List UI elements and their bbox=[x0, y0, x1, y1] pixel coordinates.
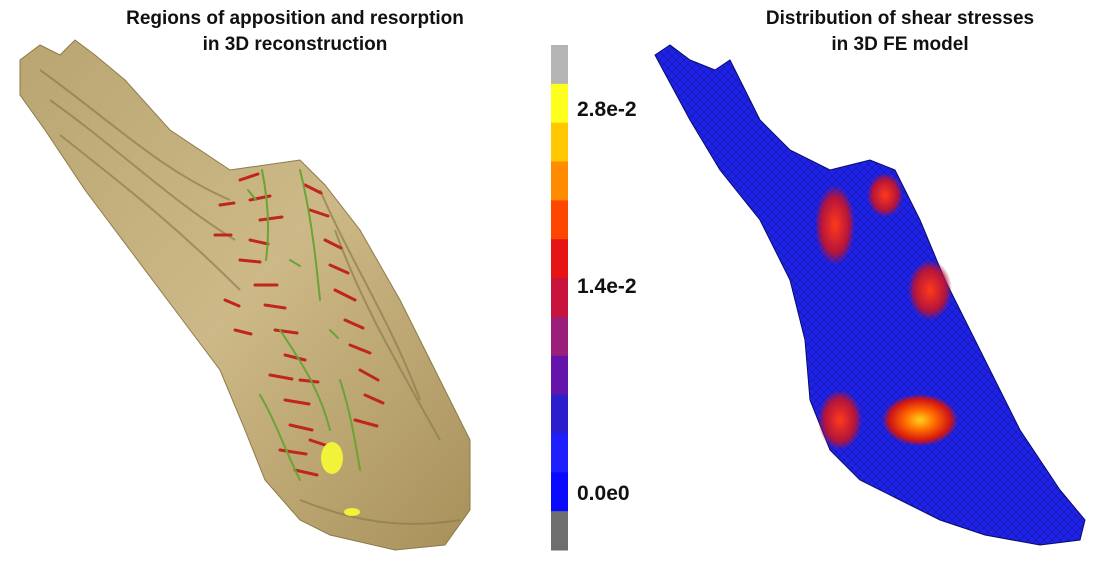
yellow-region-small bbox=[344, 508, 360, 516]
scale-segment bbox=[551, 316, 568, 357]
scale-segment bbox=[551, 433, 568, 473]
yellow-region bbox=[321, 442, 343, 474]
scale-segment bbox=[551, 511, 568, 551]
scale-label-min: 0.0e0 bbox=[577, 482, 630, 505]
apposition-marks bbox=[247, 169, 361, 481]
scale-segment bbox=[551, 45, 568, 85]
scale-segment bbox=[551, 239, 568, 279]
scale-segment bbox=[551, 278, 568, 318]
left-panel-title: Regions of apposition and resorption in … bbox=[126, 8, 464, 55]
scale-segment bbox=[551, 161, 568, 201]
bone-surface bbox=[19, 39, 471, 551]
scale-segment bbox=[551, 200, 568, 240]
scale-segment bbox=[551, 472, 568, 512]
scale-segment bbox=[551, 355, 568, 396]
scale-label-mid: 1.4e-2 bbox=[577, 275, 637, 298]
scale-segment bbox=[551, 394, 568, 434]
scale-segment bbox=[551, 83, 568, 124]
stress-hotspots bbox=[815, 173, 958, 450]
resorption-marks bbox=[213, 172, 385, 477]
right-panel-title: Distribution of shear stresses in 3D FE … bbox=[765, 8, 1035, 55]
bone-ridges bbox=[39, 69, 461, 525]
scale-segment bbox=[551, 122, 568, 163]
scale-label-max: 2.8e-2 bbox=[577, 98, 637, 121]
